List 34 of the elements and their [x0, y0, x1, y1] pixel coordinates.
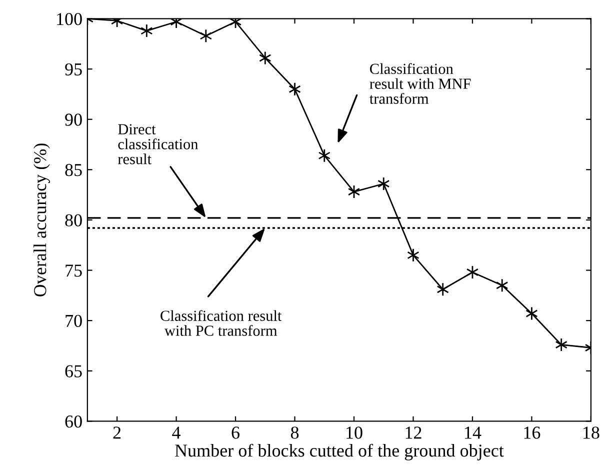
x-tick-label: 4: [172, 426, 181, 439]
x-axis-title: Number of blocks cutted of the ground object: [174, 444, 504, 460]
point: [407, 248, 420, 262]
annotation: Classification result with PC transform: [160, 310, 282, 336]
y-tick-label: 80: [65, 214, 82, 226]
point: [288, 82, 301, 96]
point: [378, 176, 390, 191]
y-axis-title: Overall accuracy (%): [34, 144, 50, 296]
point: [200, 28, 212, 43]
y-tick-label: 75: [66, 264, 82, 277]
x-tick-label: 6: [232, 426, 240, 439]
point: [496, 278, 508, 292]
y-tick-label: 60: [65, 415, 82, 428]
y-tick-label: 100: [57, 12, 82, 26]
y-tick-label: 70: [66, 314, 82, 328]
x-tick-label: 10: [346, 426, 362, 439]
x-tick-label: 12: [406, 426, 422, 439]
point: [318, 148, 330, 163]
y-tick-label: 65: [65, 365, 82, 378]
annotation: Direct classification result: [118, 124, 198, 164]
y-tick-label: 90: [65, 114, 82, 126]
point: [436, 282, 449, 296]
annotation: Classification result with MNF transform: [370, 63, 471, 104]
point: [140, 24, 153, 38]
y-tick-label: 85: [65, 164, 82, 176]
x-tick-label: 8: [290, 426, 299, 439]
y-tick-label: 95: [65, 63, 82, 76]
x-tick-label: 16: [524, 426, 540, 439]
x-tick-label: 18: [584, 426, 600, 439]
x-tick-label: 2: [113, 426, 121, 439]
point: [526, 306, 538, 320]
point: [555, 338, 568, 352]
point: [259, 51, 272, 65]
x-tick-label: 14: [465, 426, 482, 439]
